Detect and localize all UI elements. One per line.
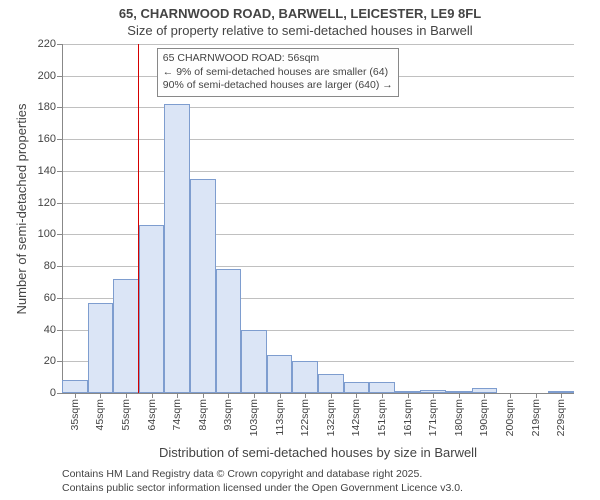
histogram-bar bbox=[420, 390, 446, 393]
x-tick-label: 93sqm bbox=[222, 399, 234, 431]
y-tick-label: 100 bbox=[38, 228, 56, 240]
annotation-line-2: ← 9% of semi-detached houses are smaller… bbox=[163, 66, 393, 80]
annotation-line-1: 65 CHARNWOOD ROAD: 56sqm bbox=[163, 52, 393, 66]
histogram-bar bbox=[548, 391, 574, 393]
x-tick-label: 122sqm bbox=[299, 399, 311, 436]
x-tick-label: 132sqm bbox=[325, 399, 337, 436]
x-tick-label: 161sqm bbox=[402, 399, 414, 436]
x-tick-label: 200sqm bbox=[504, 399, 516, 436]
y-tick-label: 160 bbox=[38, 133, 56, 145]
histogram-bar bbox=[62, 380, 88, 393]
histogram-bar bbox=[344, 382, 370, 393]
histogram-bar bbox=[267, 355, 293, 393]
histogram-bar bbox=[164, 104, 190, 393]
histogram-bar bbox=[241, 330, 267, 393]
plot-area: 02040608010012014016018020022035sqm45sqm… bbox=[62, 44, 574, 393]
x-tick-label: 142sqm bbox=[350, 399, 362, 436]
footer-line-2: Contains public sector information licen… bbox=[62, 481, 463, 495]
x-tick-label: 180sqm bbox=[453, 399, 465, 436]
histogram-bar bbox=[216, 269, 242, 393]
x-axis-label: Distribution of semi-detached houses by … bbox=[62, 445, 574, 460]
histogram-bar bbox=[446, 391, 472, 393]
x-tick-label: 74sqm bbox=[171, 399, 183, 431]
x-axis-line bbox=[62, 393, 574, 394]
y-tick-label: 60 bbox=[44, 292, 56, 304]
x-tick-label: 113sqm bbox=[274, 399, 286, 436]
x-tick-label: 45sqm bbox=[94, 399, 106, 431]
x-tick-label: 190sqm bbox=[478, 399, 490, 436]
y-axis-line bbox=[62, 44, 63, 393]
chart-footer: Contains HM Land Registry data © Crown c… bbox=[62, 467, 463, 495]
x-tick-label: 229sqm bbox=[555, 399, 567, 436]
histogram-bar bbox=[190, 179, 216, 393]
histogram-bar bbox=[139, 225, 165, 393]
x-tick-label: 171sqm bbox=[427, 399, 439, 436]
x-tick-label: 55sqm bbox=[120, 399, 132, 431]
x-tick-label: 219sqm bbox=[530, 399, 542, 436]
histogram-bar bbox=[318, 374, 344, 393]
x-tick-label: 64sqm bbox=[146, 399, 158, 431]
y-tick-label: 40 bbox=[44, 324, 56, 336]
subject-property-marker bbox=[138, 44, 139, 393]
chart-title-address: 65, CHARNWOOD ROAD, BARWELL, LEICESTER, … bbox=[0, 0, 600, 21]
y-tick-label: 20 bbox=[44, 355, 56, 367]
x-tick-label: 84sqm bbox=[197, 399, 209, 431]
annotation-box: 65 CHARNWOOD ROAD: 56sqm← 9% of semi-det… bbox=[157, 48, 399, 97]
y-axis-label: Number of semi-detached properties bbox=[14, 79, 29, 339]
histogram-bar bbox=[472, 388, 498, 393]
histogram-bar bbox=[292, 361, 318, 393]
y-tick-label: 140 bbox=[38, 165, 56, 177]
y-tick-label: 200 bbox=[38, 70, 56, 82]
y-tick-label: 0 bbox=[50, 387, 56, 399]
y-tick-label: 180 bbox=[38, 101, 56, 113]
x-tick-label: 151sqm bbox=[376, 399, 388, 436]
x-tick-label: 103sqm bbox=[248, 399, 260, 436]
histogram-bar bbox=[395, 391, 421, 393]
chart-title-description: Size of property relative to semi-detach… bbox=[0, 21, 600, 38]
y-tick-label: 80 bbox=[44, 260, 56, 272]
y-tick-label: 220 bbox=[38, 38, 56, 50]
property-size-histogram: 65, CHARNWOOD ROAD, BARWELL, LEICESTER, … bbox=[0, 0, 600, 500]
histogram-bar bbox=[113, 279, 139, 393]
histogram-bar bbox=[369, 382, 395, 393]
y-tick-label: 120 bbox=[38, 197, 56, 209]
annotation-line-3: 90% of semi-detached houses are larger (… bbox=[163, 79, 393, 93]
x-tick-label: 35sqm bbox=[69, 399, 81, 431]
histogram-bar bbox=[88, 303, 114, 393]
footer-line-1: Contains HM Land Registry data © Crown c… bbox=[62, 467, 463, 481]
